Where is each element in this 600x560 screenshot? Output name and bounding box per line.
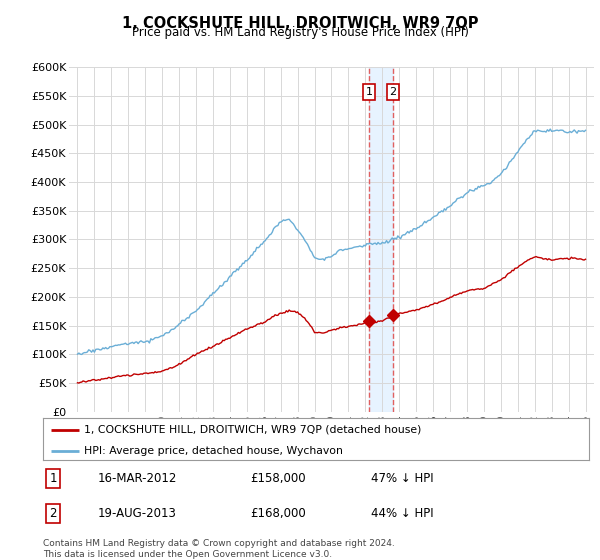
- Text: 1, COCKSHUTE HILL, DROITWICH, WR9 7QP (detached house): 1, COCKSHUTE HILL, DROITWICH, WR9 7QP (d…: [84, 424, 422, 435]
- Text: 44% ↓ HPI: 44% ↓ HPI: [371, 507, 433, 520]
- Text: 2: 2: [389, 87, 397, 97]
- Text: Price paid vs. HM Land Registry's House Price Index (HPI): Price paid vs. HM Land Registry's House …: [131, 26, 469, 39]
- Text: 19-AUG-2013: 19-AUG-2013: [98, 507, 176, 520]
- Text: 2: 2: [49, 507, 57, 520]
- Text: 1: 1: [49, 472, 57, 485]
- Text: £158,000: £158,000: [251, 472, 307, 485]
- Bar: [369, 67, 393, 412]
- Text: HPI: Average price, detached house, Wychavon: HPI: Average price, detached house, Wych…: [84, 446, 343, 456]
- Text: Contains HM Land Registry data © Crown copyright and database right 2024.
This d: Contains HM Land Registry data © Crown c…: [43, 539, 395, 559]
- Text: 47% ↓ HPI: 47% ↓ HPI: [371, 472, 433, 485]
- Text: 1: 1: [365, 87, 373, 97]
- Text: 16-MAR-2012: 16-MAR-2012: [98, 472, 177, 485]
- Text: £168,000: £168,000: [251, 507, 307, 520]
- Text: 1, COCKSHUTE HILL, DROITWICH, WR9 7QP: 1, COCKSHUTE HILL, DROITWICH, WR9 7QP: [122, 16, 478, 31]
